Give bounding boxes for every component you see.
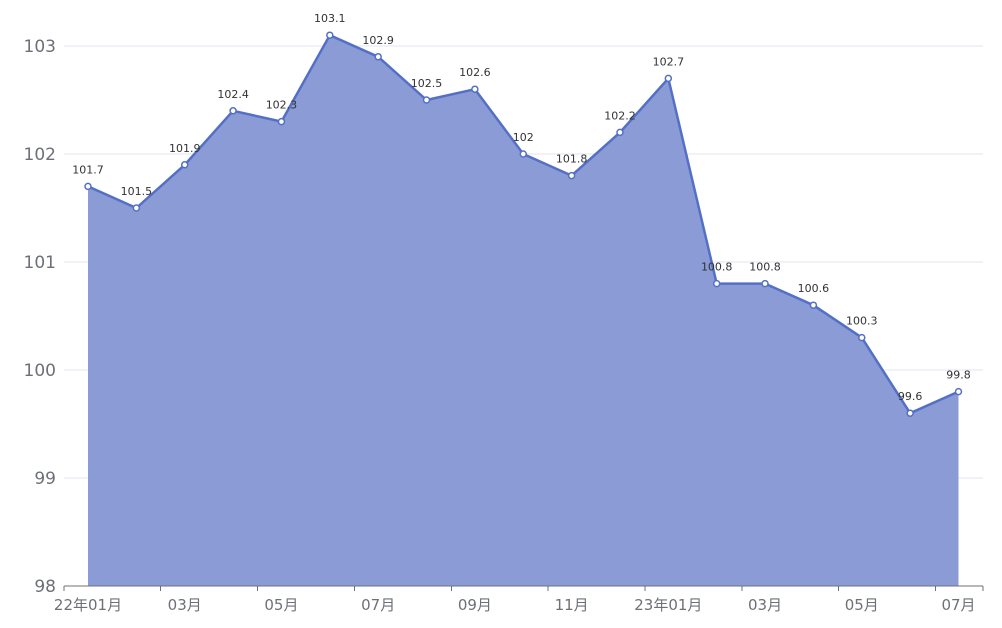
data-point-17 (906, 409, 914, 417)
data-label-10: 101.8 (556, 153, 588, 166)
y-tick-label-102: 102 (24, 145, 56, 165)
x-tick-label-10: 11月 (555, 596, 589, 614)
data-point-15 (809, 301, 818, 309)
y-tick-label-100: 100 (24, 361, 56, 381)
x-tick-label-18: 07月 (941, 596, 975, 614)
data-label-6: 102.9 (362, 34, 394, 47)
y-tick-label-98: 98 (34, 577, 56, 597)
x-tick-label-16: 05月 (845, 596, 879, 614)
data-label-16: 100.3 (846, 315, 878, 328)
data-point-7 (422, 96, 431, 104)
data-point-6 (374, 53, 382, 61)
x-tick-label-14: 03月 (748, 596, 782, 614)
data-point-2 (180, 161, 189, 169)
data-point-10 (567, 171, 576, 180)
data-label-5: 103.1 (314, 12, 346, 25)
data-point-3 (229, 107, 237, 115)
data-label-17: 99.6 (898, 390, 923, 403)
data-label-11: 102.2 (604, 109, 636, 122)
data-point-0 (84, 182, 92, 191)
x-tick-label-4: 05月 (264, 596, 298, 614)
data-label-9: 102 (513, 131, 534, 144)
data-label-18: 99.8 (946, 369, 971, 382)
data-point-11 (616, 128, 624, 137)
y-tick-label-99: 99 (34, 469, 56, 489)
y-tick-label-101: 101 (24, 253, 56, 273)
data-label-12: 102.7 (653, 55, 685, 68)
data-point-1 (132, 204, 141, 212)
series-area (88, 35, 959, 586)
y-tick-label-103: 103 (24, 37, 56, 57)
x-tick-label-0: 22年01月 (54, 596, 122, 614)
data-point-13 (712, 279, 721, 288)
data-label-7: 102.5 (411, 77, 443, 90)
data-point-4 (277, 117, 286, 126)
data-label-3: 102.4 (217, 88, 249, 101)
x-tick-label-6: 07月 (361, 596, 395, 614)
x-tick-label-2: 03月 (168, 596, 202, 614)
x-tick-label-8: 09月 (458, 596, 492, 614)
data-label-2: 101.9 (169, 142, 201, 155)
data-point-5 (326, 31, 334, 39)
data-point-9 (519, 150, 527, 158)
data-label-1: 101.5 (121, 185, 153, 198)
data-point-8 (471, 85, 479, 93)
data-label-0: 101.7 (72, 163, 104, 176)
data-label-13: 100.8 (701, 261, 733, 274)
data-label-14: 100.8 (749, 261, 781, 274)
x-tick-label-12: 23年01月 (634, 596, 702, 614)
data-label-4: 102.3 (266, 99, 298, 112)
data-point-18 (954, 387, 963, 396)
data-point-16 (858, 333, 866, 342)
data-point-12 (664, 74, 673, 83)
data-point-14 (761, 279, 769, 288)
data-label-15: 100.6 (798, 282, 830, 295)
data-label-8: 102.6 (459, 66, 491, 79)
